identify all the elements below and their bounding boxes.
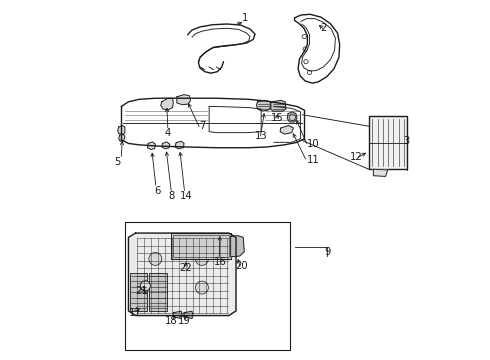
Text: 22: 22 (179, 263, 192, 273)
Text: 15: 15 (271, 113, 284, 123)
Polygon shape (256, 100, 271, 111)
Polygon shape (161, 98, 173, 110)
Circle shape (196, 281, 208, 294)
Text: 21: 21 (135, 286, 148, 296)
Circle shape (149, 281, 162, 294)
Bar (149, 273, 167, 311)
Text: 16: 16 (214, 257, 226, 267)
Polygon shape (287, 112, 297, 122)
Text: 9: 9 (324, 247, 331, 257)
Text: 4: 4 (165, 129, 171, 138)
Polygon shape (118, 126, 125, 135)
Text: 2: 2 (321, 23, 327, 33)
Text: 5: 5 (115, 157, 121, 167)
Polygon shape (119, 134, 125, 141)
Text: 8: 8 (169, 191, 174, 201)
Text: 19: 19 (178, 316, 191, 325)
Polygon shape (147, 142, 155, 149)
Text: 3: 3 (403, 136, 410, 145)
Polygon shape (173, 311, 182, 319)
Text: 1: 1 (242, 13, 248, 23)
Text: 11: 11 (307, 155, 319, 165)
Circle shape (140, 281, 150, 291)
Text: 6: 6 (154, 186, 160, 196)
Polygon shape (162, 142, 170, 149)
Bar (125, 222, 290, 350)
Text: 14: 14 (179, 191, 192, 201)
Text: 10: 10 (307, 139, 319, 149)
Text: 17: 17 (129, 308, 142, 318)
Bar (172, 233, 231, 259)
Polygon shape (271, 100, 286, 111)
Bar (368, 116, 408, 169)
Text: 20: 20 (235, 261, 248, 271)
Polygon shape (177, 95, 191, 105)
Text: 12: 12 (350, 152, 363, 162)
Polygon shape (184, 311, 193, 319)
Polygon shape (128, 233, 236, 316)
Text: 13: 13 (255, 131, 268, 141)
Circle shape (149, 252, 162, 265)
Bar (173, 235, 229, 257)
Polygon shape (373, 169, 388, 176)
Bar (129, 273, 147, 311)
Polygon shape (280, 126, 294, 134)
Circle shape (196, 252, 208, 265)
Text: 18: 18 (165, 316, 178, 325)
Text: 7: 7 (199, 121, 205, 131)
Polygon shape (231, 235, 245, 257)
Polygon shape (175, 141, 184, 149)
